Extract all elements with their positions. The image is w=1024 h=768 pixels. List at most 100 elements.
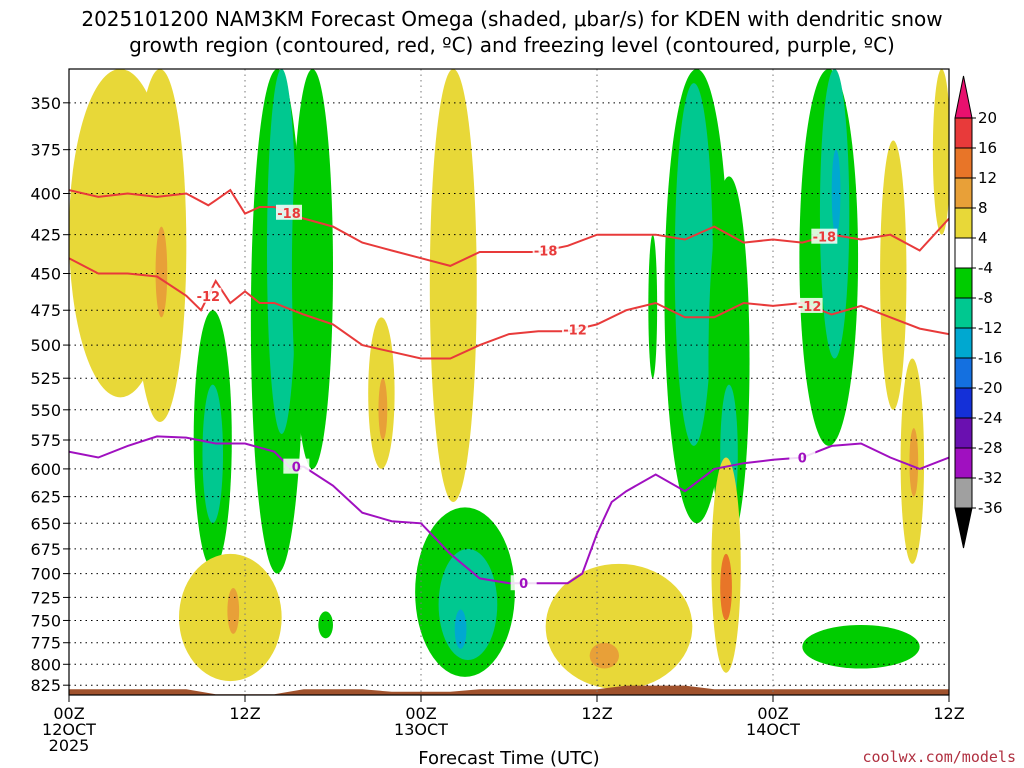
plot-frame — [68, 68, 950, 696]
x-tick-label-12-0: 12Z — [229, 704, 260, 723]
colorbar-label-6: -8 — [978, 289, 993, 307]
contours: -18 -18 -18 -12 -12 -12 0 0 0 — [69, 188, 949, 592]
contour-label-bg-freezing-level-0 — [283, 458, 310, 474]
contour-label-bg-dgz-upper-2 — [811, 228, 838, 244]
x-tick-label-0-0: 00Z — [53, 704, 84, 723]
y-tick-label-800: 800 — [30, 655, 61, 674]
omega-region-subsidence-hr36-core — [589, 642, 619, 669]
colorbar-box-6 — [954, 297, 973, 329]
omega-region-ascent-hr42-core — [674, 83, 713, 446]
colorbar-label-9: -20 — [978, 379, 1003, 397]
colorbar-label-12: -32 — [978, 469, 1003, 487]
chart-title-line-2: growth region (contoured, red, ºC) and f… — [129, 33, 895, 57]
y-axis: 350 375 400 425 450 475 500 525 550 575 600 625 650 6… — [30, 94, 69, 695]
omega-region-subsidence-hr60 — [932, 69, 949, 235]
colorbar-bottom-triangle — [954, 507, 973, 549]
contour-label-bg-dgz-lower-0 — [195, 287, 222, 303]
x-tick-label-48-1: 14OCT — [746, 720, 800, 739]
colorbar-label-10: -24 — [978, 409, 1003, 427]
y-tick-label-525: 525 — [30, 369, 61, 388]
omega-region-subsidence-hr36-low — [545, 563, 693, 690]
colorbar-label-2: 12 — [978, 169, 997, 187]
y-tick-label-375: 375 — [30, 141, 61, 160]
omega-region-subsidence-hr11-core — [227, 587, 240, 634]
grid — [69, 69, 949, 695]
omega-region-ascent-hr14-core — [267, 69, 297, 435]
omega-region-ascent-hr27-max — [454, 609, 467, 649]
site-credit: coolwx.com/models — [862, 748, 1016, 766]
y-tick-label-425: 425 — [30, 226, 61, 245]
terrain-surface — [69, 685, 949, 695]
contour-label-bg-dgz-lower-1 — [562, 321, 588, 337]
colorbar: 20 16 12 8 4 -4 -8 -12 -16 -20 -24 -28 -32 -36 — [954, 75, 1003, 549]
y-tick-label-500: 500 — [30, 336, 61, 355]
colorbar-box-11 — [954, 447, 973, 479]
contour-label-freezing-level-1: 0 — [519, 577, 528, 592]
contour-label-dgz-lower-0: -12 — [197, 290, 221, 305]
colorbar-box-2 — [954, 177, 973, 209]
colorbar-label-13: -36 — [978, 499, 1003, 517]
colorbar-label-3: 8 — [978, 199, 988, 217]
contour-label-bg-dgz-upper-0 — [276, 204, 302, 220]
colorbar-box-7 — [954, 327, 973, 359]
colorbar-label-8: -16 — [978, 349, 1003, 367]
contour-label-bg-dgz-upper-1 — [532, 242, 559, 258]
colorbar-label-7: -12 — [978, 319, 1003, 337]
omega-region-subsidence-hr26 — [429, 69, 477, 503]
contour-label-bg-freezing-level-1 — [510, 575, 537, 591]
y-tick-label-400: 400 — [30, 185, 61, 204]
colorbar-box-3 — [954, 207, 973, 239]
contour-label-dgz-upper-0: -18 — [277, 207, 301, 222]
contour-label-dgz-upper-1: -18 — [534, 244, 558, 259]
omega-region-subsidence-hr6-core — [155, 226, 168, 318]
colorbar-label-5: -4 — [978, 259, 993, 277]
colorbar-box-9 — [954, 387, 973, 419]
omega-region-subsidence-hr44-core — [720, 553, 732, 621]
x-tick-label-36-0: 12Z — [581, 704, 612, 723]
colorbar-label-0: 20 — [978, 109, 997, 127]
colorbar-box-1 — [954, 147, 973, 179]
contour-label-bg-freezing-level-2 — [789, 449, 816, 465]
colorbar-box-4 — [954, 237, 973, 269]
x-tick-label-48-0: 00Z — [757, 704, 788, 723]
chart-title-line-1: 2025101200 NAM3KM Forecast Omega (shaded… — [81, 7, 942, 31]
colorbar-label-1: 16 — [978, 139, 997, 157]
colorbar-box-0 — [954, 117, 973, 149]
contour-label-dgz-lower-1: -12 — [563, 324, 587, 339]
omega-region-ascent-hr39-small — [648, 234, 658, 379]
contour-line-dgz-upper — [69, 188, 949, 267]
colorbar-label-4: 4 — [978, 229, 988, 247]
contour-label-bg-dgz-lower-2 — [796, 297, 823, 313]
x-axis-label: Forecast Time (UTC) — [418, 748, 599, 768]
colorbar-label-11: -28 — [978, 439, 1003, 457]
y-tick-label-475: 475 — [30, 301, 61, 320]
y-tick-label-775: 775 — [30, 634, 61, 653]
y-tick-label-700: 700 — [30, 565, 61, 584]
y-tick-label-625: 625 — [30, 488, 61, 507]
x-tick-label-24-1: 13OCT — [394, 720, 448, 739]
omega-region-ascent-hr22-low — [318, 611, 333, 639]
x-tick-label-0-1: 12OCT — [42, 720, 96, 739]
x-tick-label-60-0: 12Z — [933, 704, 964, 723]
colorbar-box-8 — [954, 357, 973, 389]
y-tick-label-750: 750 — [30, 611, 61, 630]
omega-region-ascent-hr52-max — [831, 149, 841, 235]
omega-region-ascent-hr27-core — [438, 548, 498, 661]
omega-region-ascent-hr54-low — [802, 624, 920, 669]
y-tick-label-650: 650 — [30, 514, 61, 533]
y-tick-label-675: 675 — [30, 540, 61, 559]
omega-region-subsidence-hr58-core — [909, 428, 919, 497]
y-tick-label-450: 450 — [30, 265, 61, 284]
omega-region-ascent-hr16 — [291, 69, 333, 469]
x-tick-label-0-2: 2025 — [49, 736, 90, 755]
colorbar-box-10 — [954, 417, 973, 449]
y-tick-label-550: 550 — [30, 401, 61, 420]
y-tick-label-575: 575 — [30, 431, 61, 450]
colorbar-box-12 — [954, 477, 973, 509]
omega-region-ascent-hr45 — [708, 176, 750, 544]
contour-label-dgz-lower-2: -12 — [798, 300, 822, 315]
x-tick-label-24-0: 00Z — [405, 704, 436, 723]
terrain — [69, 685, 949, 695]
